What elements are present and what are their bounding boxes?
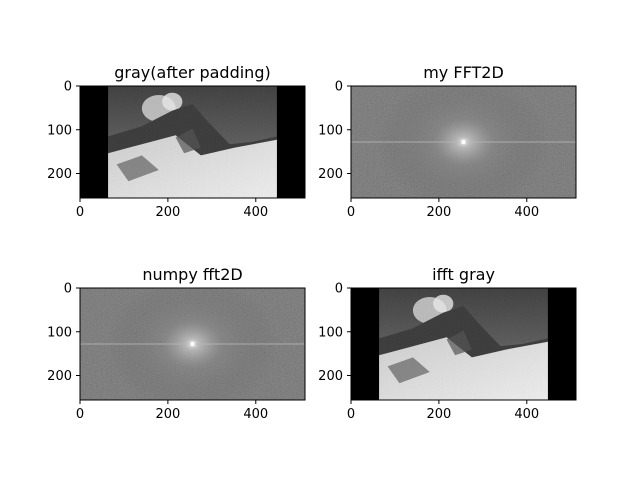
mountain-photo	[108, 86, 277, 198]
subplot-3: numpy fft2D 0 200 400 0 100 200	[47, 265, 306, 422]
x-tick-label: 200	[155, 205, 180, 220]
x-tick-label: 200	[155, 407, 180, 422]
x-tick-label: 0	[76, 407, 84, 422]
y-tick-label: 100	[318, 325, 343, 340]
spectrum-dc-point	[190, 341, 195, 347]
photo-grain	[379, 288, 548, 400]
image-3	[80, 288, 305, 400]
axes-frame	[350, 287, 577, 401]
y-tick-label: 0	[64, 80, 72, 95]
y-tick-label: 0	[335, 282, 343, 297]
spectrum-dc-point	[461, 139, 466, 145]
x-tick-label: 0	[347, 407, 355, 422]
x-tick-label: 0	[76, 205, 84, 220]
y-tick-label: 100	[47, 325, 72, 340]
y-tick-label: 100	[47, 123, 72, 138]
y-tick-label: 200	[47, 369, 72, 384]
y-tick-label: 200	[47, 167, 72, 182]
subplot-1: gray(after padding) 0 200 400 0 100 200	[47, 63, 306, 220]
subplot-4: ifft gray 0 200 400 0 100 200	[318, 265, 577, 422]
x-tick-label: 400	[243, 407, 268, 422]
image-1	[80, 86, 305, 198]
y-tick-label: 0	[335, 80, 343, 95]
y-tick-label: 0	[64, 282, 72, 297]
subplot-title: numpy fft2D	[142, 265, 242, 284]
x-tick-label: 400	[514, 407, 539, 422]
axes-frame	[350, 85, 577, 199]
x-tick-label: 0	[347, 205, 355, 220]
image-4	[351, 288, 576, 400]
y-tick-label: 100	[318, 123, 343, 138]
subplot-title: ifft gray	[432, 265, 495, 284]
y-tick-label: 200	[318, 369, 343, 384]
image-2	[351, 86, 576, 198]
subplot-2: my FFT2D 0 200 400 0 100 200	[318, 63, 577, 220]
mountain-photo	[379, 288, 548, 400]
axes-frame	[79, 85, 306, 199]
subplot-title: gray(after padding)	[114, 63, 270, 82]
x-tick-label: 200	[426, 205, 451, 220]
x-tick-label: 200	[426, 407, 451, 422]
x-tick-label: 400	[514, 205, 539, 220]
y-tick-label: 200	[318, 167, 343, 182]
photo-grain	[108, 86, 277, 198]
axes-frame	[79, 287, 306, 401]
subplot-title: my FFT2D	[423, 63, 504, 82]
x-tick-label: 400	[243, 205, 268, 220]
